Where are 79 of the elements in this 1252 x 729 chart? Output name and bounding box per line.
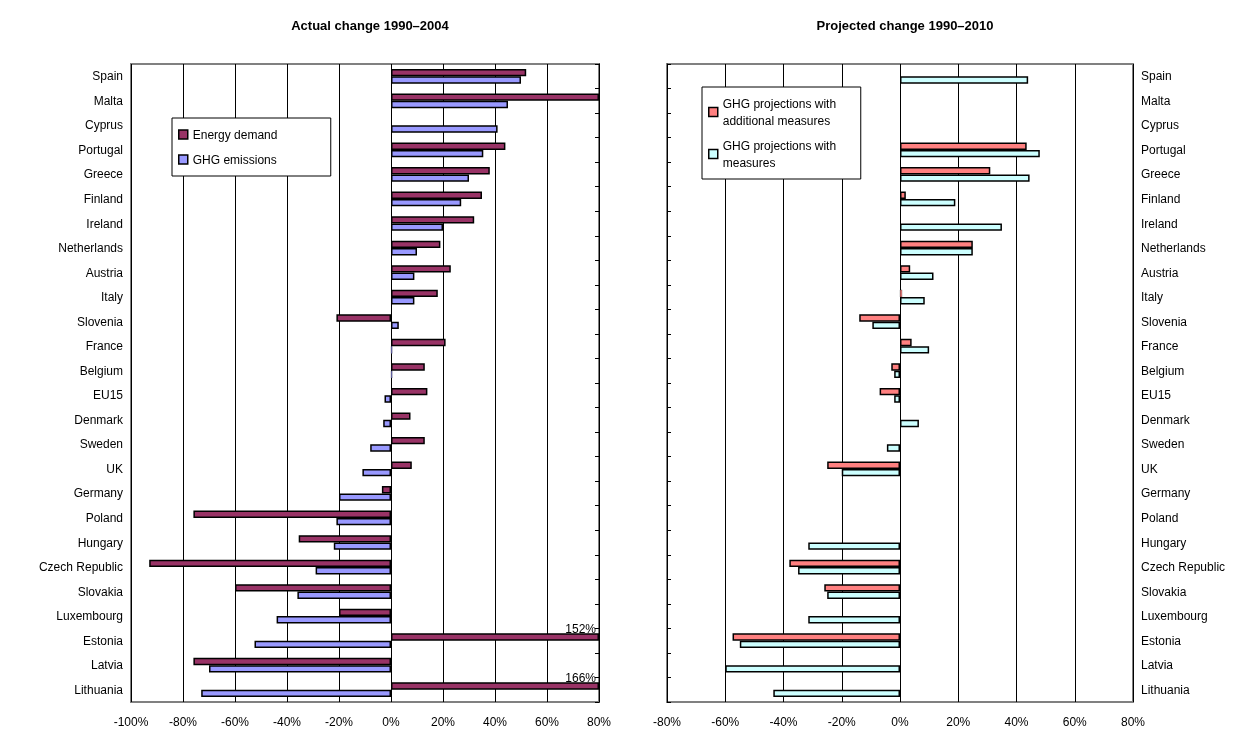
y-tick-label: Sweden <box>1141 437 1185 452</box>
x-tick-label: -60% <box>220 715 250 729</box>
x-tick-label: -60% <box>711 715 740 729</box>
y-tick-label: Hungary <box>77 535 123 550</box>
y-tick-label: Sweden <box>79 437 123 452</box>
annotation: 152% <box>565 621 597 636</box>
y-tick-label: Estonia <box>1141 633 1182 648</box>
y-tick-label: Austria <box>1141 265 1179 280</box>
y-tick-label: Latvia <box>90 658 124 673</box>
x-tick-label: -80% <box>168 715 198 729</box>
x-tick-label: -40% <box>769 715 798 729</box>
x-tick-label: -80% <box>652 715 682 729</box>
y-tick-label: EU15 <box>1141 388 1172 403</box>
y-tick-label: Cyprus <box>84 118 123 133</box>
x-tick-label: 40% <box>482 715 508 729</box>
y-tick-label: France <box>1141 339 1179 354</box>
annotation: 166% <box>565 670 597 685</box>
y-tick-label: Belgium <box>79 363 123 378</box>
x-tick-label: 60% <box>1062 715 1088 729</box>
x-tick-label: -20% <box>324 715 354 729</box>
y-tick-label: Netherlands <box>58 241 123 256</box>
y-tick-label: Poland <box>1141 510 1179 525</box>
y-tick-label: Ireland <box>86 216 123 231</box>
y-tick-label: Slovenia <box>1141 314 1188 329</box>
x-tick-label: -100% <box>113 715 149 729</box>
y-tick-label: Spain <box>92 69 123 84</box>
y-tick-label: Luxembourg <box>1141 609 1208 624</box>
y-tick-label: UK <box>106 461 123 476</box>
y-tick-label: Hungary <box>1141 535 1187 550</box>
y-tick-label: Germany <box>1141 486 1191 501</box>
chart-title: Projected change 1990–2010 <box>816 18 994 33</box>
y-tick-label: Denmark <box>74 412 124 427</box>
y-tick-label: Latvia <box>1141 658 1174 673</box>
y-tick-label: Malta <box>93 93 124 108</box>
x-tick-label: 40% <box>1004 715 1029 729</box>
y-tick-label: Denmark <box>1141 412 1191 427</box>
x-tick-label: -20% <box>827 715 857 729</box>
y-tick-label: Greece <box>1141 167 1181 182</box>
y-tick-label: Spain <box>1141 69 1172 84</box>
x-tick-label: 0% <box>891 715 909 729</box>
y-tick-label: Italy <box>100 290 123 305</box>
legend-label: GHG projections with additional measures <box>722 96 840 128</box>
y-tick-label: Slovakia <box>77 584 124 599</box>
y-tick-label: Belgium <box>1141 363 1185 378</box>
y-tick-label: Lithuania <box>1141 682 1191 697</box>
legend-label: GHG emissions <box>192 152 277 167</box>
y-tick-label: Ireland <box>1141 216 1178 231</box>
y-tick-label: Greece <box>83 167 124 182</box>
y-tick-label: Portugal <box>78 142 123 157</box>
y-tick-label: Luxembourg <box>56 609 123 624</box>
x-tick-label: -40% <box>272 715 302 729</box>
y-tick-label: Slovenia <box>76 314 124 329</box>
y-tick-label: Poland <box>85 510 123 525</box>
y-tick-label: Slovakia <box>1141 584 1187 599</box>
x-tick-label: 60% <box>534 715 560 729</box>
y-tick-label: France <box>85 339 124 354</box>
y-tick-label: Germany <box>73 486 123 501</box>
y-tick-label: Lithuania <box>74 682 124 697</box>
x-tick-label: 20% <box>946 715 971 729</box>
x-tick-label: 20% <box>430 715 456 729</box>
y-tick-label: Austria <box>85 265 124 280</box>
legend-label: GHG projections with measures <box>722 138 840 170</box>
y-tick-label: Finland <box>83 191 123 206</box>
chart-title: Actual change 1990–2004 <box>291 18 450 33</box>
y-tick-label: Czech Republic <box>1141 560 1226 575</box>
y-tick-label: Cyprus <box>1141 118 1180 133</box>
y-tick-label: UK <box>1141 461 1158 476</box>
y-tick-label: Italy <box>1141 290 1164 305</box>
y-tick-label: Netherlands <box>1141 241 1206 256</box>
x-tick-label: 80% <box>586 715 612 729</box>
y-tick-label: Malta <box>1141 93 1171 108</box>
y-tick-label: Finland <box>1141 191 1181 206</box>
x-tick-label: 0% <box>382 715 400 729</box>
y-tick-label: Czech Republic <box>38 560 123 575</box>
y-tick-label: Portugal <box>1141 142 1186 157</box>
y-tick-label: Estonia <box>82 633 124 648</box>
y-tick-label: EU15 <box>92 388 124 403</box>
x-tick-label: 80% <box>1120 715 1146 729</box>
legend-label: Energy demand <box>192 127 278 142</box>
